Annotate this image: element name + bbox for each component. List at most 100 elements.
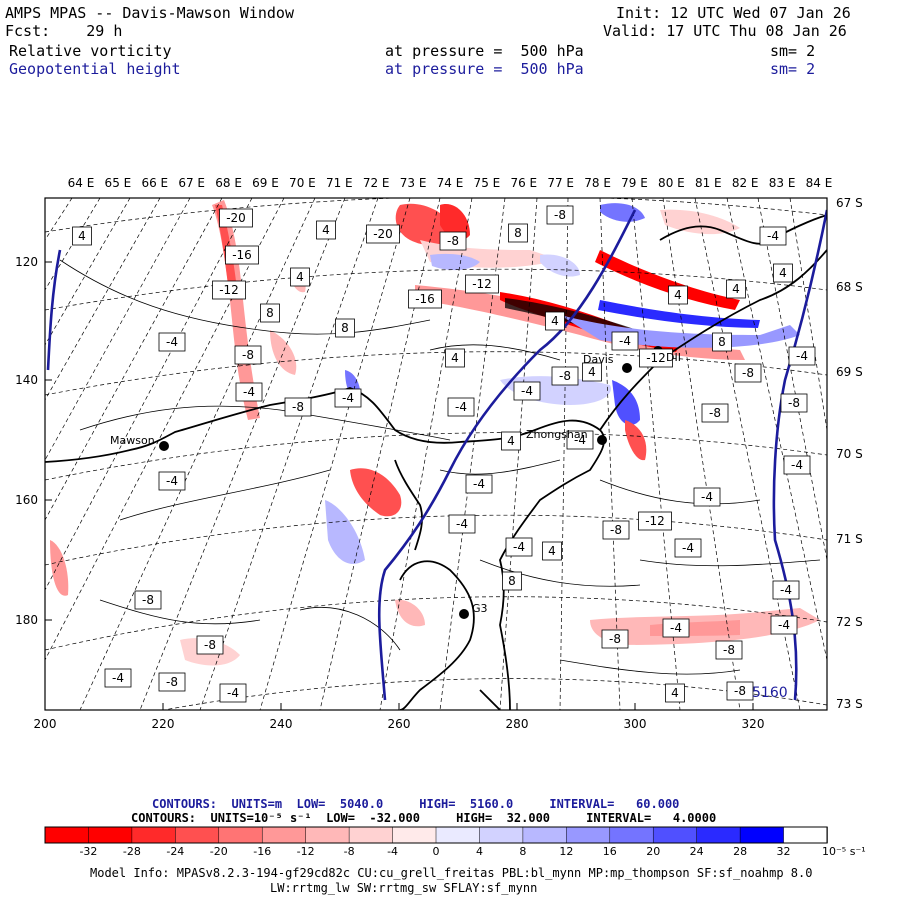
contour-label-text: -20: [226, 211, 246, 225]
contour-label-text: -4: [342, 391, 354, 405]
colorbar-swatch: [44, 826, 90, 844]
lat-label: 71 S: [836, 532, 863, 546]
contour-label-text: -4: [574, 433, 586, 447]
contour-label-box: [674, 538, 702, 558]
contour-label-text: -8: [447, 234, 459, 248]
contour-label-text: 4: [322, 223, 330, 237]
contour-label-text: 4: [451, 351, 459, 365]
lat-label: 73 S: [836, 697, 863, 711]
contour-label-text: 4: [779, 266, 787, 280]
field2-smoothing: sm= 2: [770, 60, 816, 78]
contour-label-box: [505, 537, 533, 557]
x-tick-label: 280: [505, 717, 529, 731]
colorbar-tick-label: 20: [646, 845, 661, 858]
lon-label: 82 E: [731, 176, 759, 190]
geopotential-contours: [46, 209, 827, 701]
x-tick-label: 260: [387, 717, 411, 731]
contour-label-box: [566, 430, 594, 450]
contour-label-box: [759, 226, 787, 246]
station-names: Mawson Davis Zhongshan G3 DII: [110, 351, 681, 615]
contour-label-box: [235, 382, 263, 402]
valid-time: Valid: 17 UTC Thu 08 Jan 26: [603, 22, 847, 40]
contour-value-labels: -20 -16 -12 -8 -4 4 8 -4 -8 -8 -4 -8 -4 4 8 4 -4 -4 -8 -20 -…: [72, 205, 816, 703]
colorbar-swatch: [783, 826, 828, 844]
contour-label-text: 4: [588, 365, 596, 379]
contour-label-text: -4: [701, 490, 713, 504]
contour-label-box: [693, 487, 721, 507]
lon-label: 65 E: [104, 176, 132, 190]
colorbar-tick-label: -28: [122, 845, 141, 858]
lon-label: 73 E: [399, 176, 427, 190]
contour-label-box: [158, 672, 186, 692]
lat-label: 68 S: [836, 280, 863, 294]
map-content: -20 -16 -12 -8 -4 4 8 -4 -8 -8 -4 -8 -4 4 8 4 -4 -4 -8 -20 -…: [45, 198, 827, 710]
contour-label-text: -8: [559, 369, 571, 383]
lon-label: 78 E: [584, 176, 611, 190]
contour-label-box: [335, 318, 355, 338]
colorbar-tick-label: -16: [253, 845, 272, 858]
contour-label-text: -4: [513, 540, 525, 554]
colorbar-swatch: [566, 826, 611, 844]
contour-label-box: [788, 346, 816, 366]
contour-label-text: -12: [646, 351, 666, 365]
axis-ticks: [44, 261, 754, 710]
contour-label-box: [546, 205, 574, 225]
forecast-hour: Fcst: 29 h: [5, 22, 123, 40]
station-label-zhongshan: Zhongshan: [526, 428, 588, 441]
lon-label: 64 E: [67, 176, 95, 190]
contour-label-text: 4: [78, 229, 86, 243]
station-label-g3: G3: [472, 602, 488, 615]
contour-label-text: -8: [709, 406, 721, 420]
lat-label: 72 S: [836, 615, 863, 629]
colorbar-tick-label: 32: [776, 845, 791, 858]
contour-label-text: -4: [166, 335, 178, 349]
station-davis-marker: [622, 363, 632, 373]
contour-label-box: [196, 635, 224, 655]
contour-label-box: [219, 683, 247, 703]
contour-label-box: [715, 640, 743, 660]
x-tick-label: 220: [151, 717, 175, 731]
contour-label-text: -16: [415, 292, 435, 306]
contour-label-text: 4: [507, 434, 515, 448]
contour-label-text: -4: [473, 477, 485, 491]
contour-label-text: -8: [723, 643, 735, 657]
colorbar-tick-label: -24: [166, 845, 185, 858]
contour-label-text: -8: [734, 684, 746, 698]
contour-label-text: 8: [718, 335, 726, 349]
contour-label-box: [772, 580, 800, 600]
contour-label-box: [601, 629, 629, 649]
contour-label-text: -4: [670, 621, 682, 635]
y-tick-label: 180: [15, 613, 38, 627]
contour-label-box: [726, 279, 746, 299]
y-tick-label: 120: [15, 255, 38, 269]
init-time: Init: 12 UTC Wed 07 Jan 26: [616, 4, 851, 22]
contour-label-box: [582, 362, 602, 382]
contour-label-text: 8: [266, 306, 274, 320]
colorbar-swatch: [392, 826, 437, 844]
contour-label-text: -20: [373, 227, 393, 241]
lon-label: 72 E: [362, 176, 390, 190]
map-frame: [44, 197, 828, 711]
colorbar-tick-label: 4: [475, 845, 483, 858]
field1-smoothing: sm= 2: [770, 42, 816, 60]
contour-label-box: [602, 520, 630, 540]
field1-level: at pressure = 500 hPa: [385, 42, 584, 60]
contour-label-text: -12: [472, 277, 492, 291]
field2-level: at pressure = 500 hPa: [385, 60, 584, 78]
contour-label-box: [611, 331, 639, 351]
contour-label-text: -4: [767, 229, 779, 243]
lat-label: 70 S: [836, 447, 863, 461]
contour-label-box: [545, 311, 565, 331]
y-tick-label: 140: [15, 373, 38, 387]
colorbar-swatch: [609, 826, 654, 844]
contour-label-text: -4: [791, 458, 803, 472]
contour-label-text: -8: [609, 632, 621, 646]
contour-label-box: [638, 511, 672, 531]
contour-label-text: 4: [551, 314, 559, 328]
contour-label-text: -8: [242, 348, 254, 362]
contour-label-text: 8: [514, 226, 522, 240]
contour-label-text: -4: [455, 400, 467, 414]
contour-label-text: -4: [166, 474, 178, 488]
contour-label-box: [158, 471, 186, 491]
colorbar-swatch: [522, 826, 568, 844]
